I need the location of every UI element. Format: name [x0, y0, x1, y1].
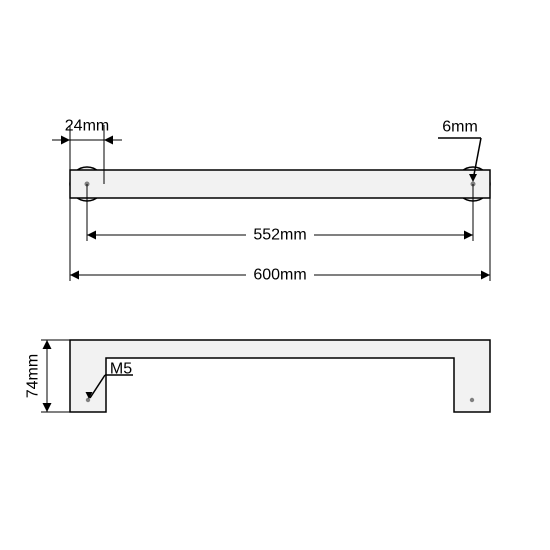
- dim-24-label: 24mm: [65, 118, 109, 135]
- dim-6-label: 6mm: [442, 119, 478, 136]
- dim-74-label: 74mm: [25, 354, 42, 398]
- m5-label: M5: [110, 361, 132, 378]
- dim-552-label: 552mm: [253, 227, 306, 244]
- front-bracket: [70, 340, 490, 412]
- dim-600-label: 600mm: [253, 267, 306, 284]
